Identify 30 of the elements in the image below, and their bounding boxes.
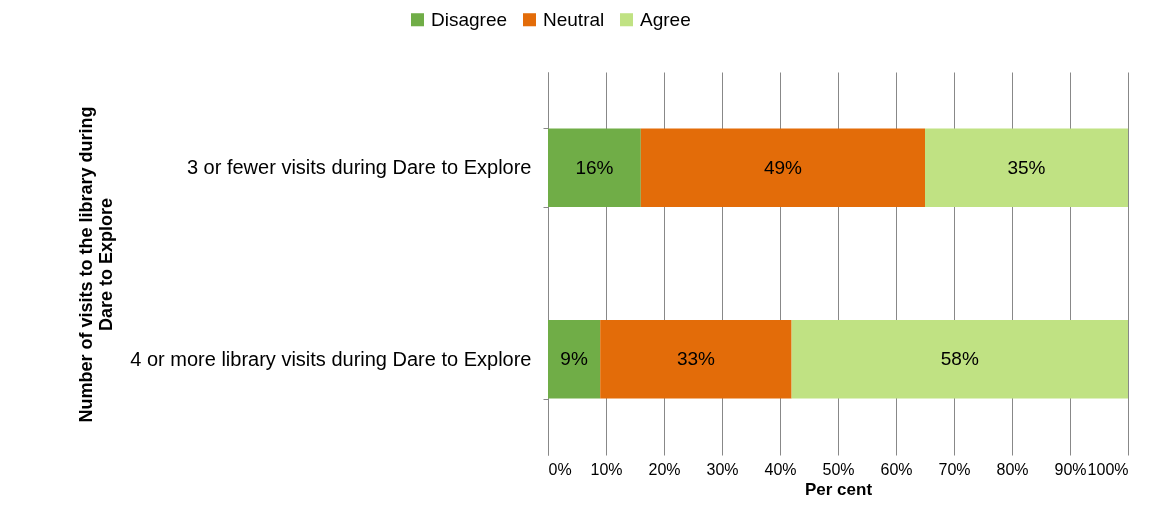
bar	[640, 128, 925, 208]
x-tick-label: 0%	[548, 460, 572, 478]
x-tick-label: 80%	[996, 460, 1029, 478]
x-tick-label: 60%	[880, 460, 913, 478]
x-axis-title: Per cent	[804, 479, 873, 499]
legend-label: Neutral	[543, 8, 605, 30]
y-tick-label: 3 or fewer visits during Dare to Explore	[186, 156, 532, 179]
x-tick-label: 40%	[764, 460, 797, 478]
x-tick-label: 20%	[648, 460, 681, 478]
x-tick-label: 100%	[1087, 460, 1129, 478]
legend-label: Agree	[640, 8, 691, 30]
bar	[600, 319, 792, 399]
data-label: 16%	[575, 156, 614, 178]
data-label: 33%	[676, 348, 716, 370]
x-tick-label: 50%	[822, 460, 855, 478]
x-tick-label: 90%	[1054, 460, 1087, 478]
data-label: 49%	[763, 156, 803, 178]
y-tick-label: 4 or more library visits during Dare to Explore	[130, 347, 532, 370]
y-axis-title: Number of visits to the library during Dare to Explore	[75, 106, 116, 423]
bar	[548, 319, 601, 399]
data-label: 9%	[560, 348, 588, 370]
bar	[925, 128, 1128, 208]
x-tick-label: 70%	[938, 460, 971, 478]
legend-label: Disagree	[431, 8, 508, 30]
x-tick-label: 30%	[706, 460, 739, 478]
data-label: 35%	[1007, 156, 1046, 178]
data-label: 58%	[940, 348, 979, 370]
bar	[791, 319, 1128, 399]
bar	[548, 128, 641, 208]
x-tick-label: 10%	[590, 460, 623, 478]
